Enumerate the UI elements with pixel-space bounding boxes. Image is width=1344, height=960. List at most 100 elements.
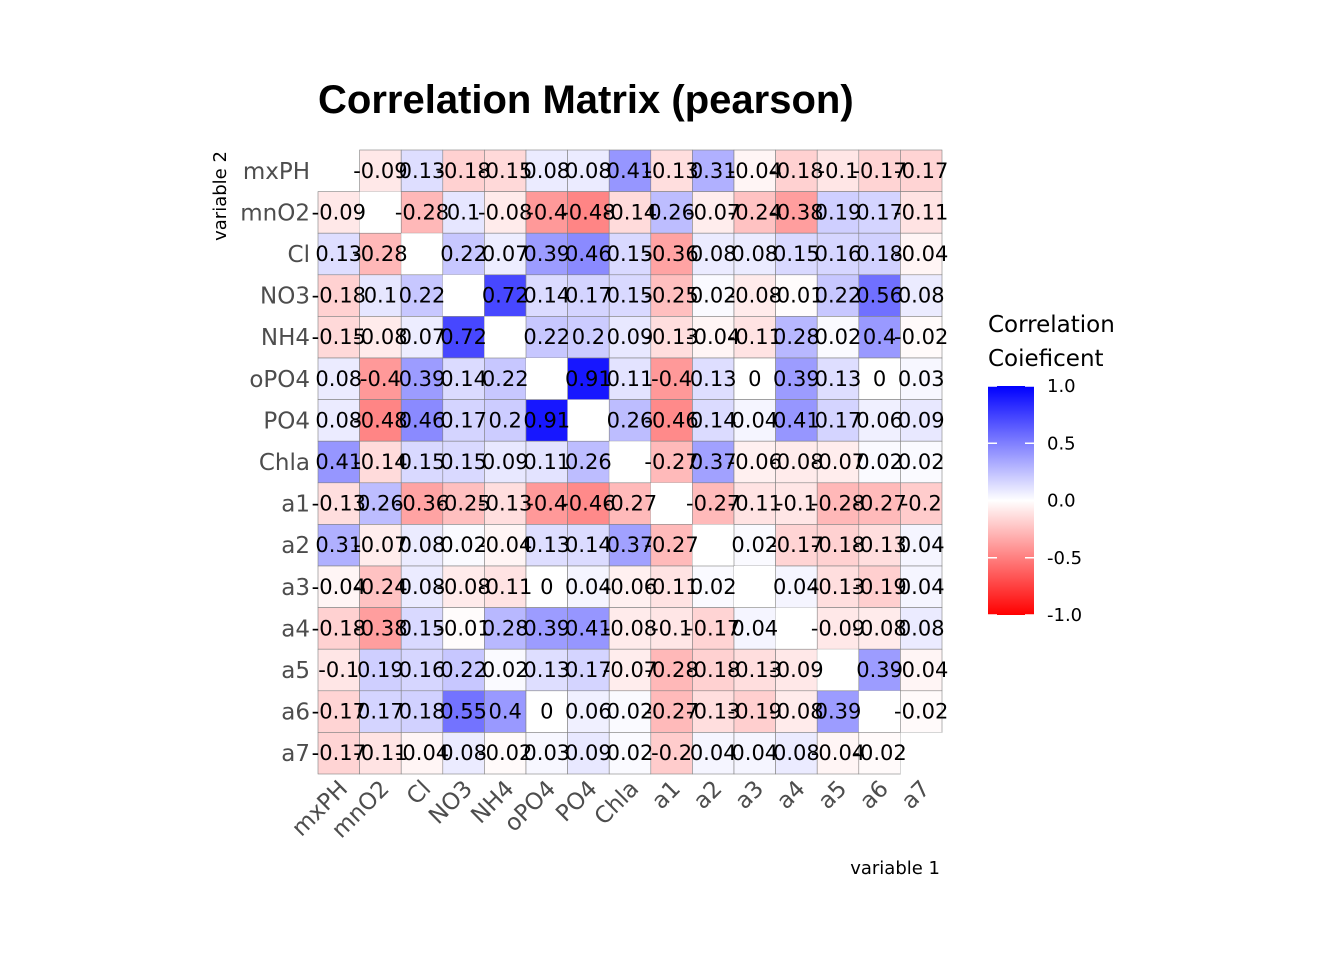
- cell-value-label: -0.08: [769, 450, 823, 474]
- heatmap-cell-mxPH-a7: [900, 149, 943, 192]
- cell-value-label: -0.1: [318, 658, 359, 682]
- heatmap-cell-a3-a4: [775, 565, 818, 608]
- cell-value-label: -0.27: [644, 533, 698, 557]
- cell-value-label: -0.14: [603, 200, 657, 224]
- y-axis-title: variable 2: [210, 151, 231, 241]
- heatmap-cell-a6-Cl: [400, 690, 444, 733]
- heatmap-cell-a2-a2: [692, 524, 734, 566]
- heatmap-cell-a3-a7: [900, 565, 943, 608]
- cell-value-label: -0.11: [478, 575, 532, 599]
- cell-value-label: -0.27: [644, 450, 698, 474]
- cell-value-label: 0.16: [399, 658, 446, 682]
- heatmap-cell-NH4-a3: [733, 316, 776, 359]
- heatmap-cell-a1-a1: [650, 482, 693, 525]
- legend-ticks: 1.0 0.5 0.0 -0.5 -1.0: [988, 376, 1082, 626]
- heatmap-cell-oPO4-mnO2: [359, 357, 402, 400]
- cell-value-label: -0.07: [353, 533, 407, 557]
- color-legend: Correlation Coieficent 1.0 0.5 0.0 -0.5 -1.0: [988, 312, 1115, 626]
- heatmap-cell-NO3-NO3: [442, 274, 485, 317]
- cell-value-label: 0.18: [856, 242, 903, 266]
- cell-value-label: 0.15: [399, 450, 446, 474]
- cell-value-label: -0.04: [312, 575, 366, 599]
- cell-value-label: 0.08: [773, 741, 820, 765]
- heatmap-cell-a4-mxPH: [317, 607, 360, 650]
- heatmap-cell-Chla-mxPH: [317, 440, 360, 484]
- heatmap-cell-PO4-mxPH: [317, 399, 360, 442]
- heatmap-cell-mxPH-a1: [650, 149, 693, 192]
- heatmap-cell-a3-a5: [816, 565, 860, 608]
- y-tick-label-a5: a5: [281, 658, 310, 684]
- cell-value-label: 0.41: [565, 616, 612, 640]
- heatmap-cell-a5-a3: [733, 648, 776, 692]
- cell-value-label: -0.18: [436, 159, 490, 183]
- cell-value-label: 0.04: [731, 616, 778, 640]
- heatmap-cell-mnO2-a6: [858, 191, 901, 234]
- heatmap-cell-a3-mxPH: [317, 565, 360, 608]
- cell-value-label: 0.28: [773, 325, 820, 349]
- cell-value-label: 0: [540, 575, 553, 599]
- cell-value-label: -0.01: [769, 284, 823, 308]
- cell-value-label: 0.08: [315, 367, 362, 391]
- heatmap-cell-a7-mnO2: [359, 732, 402, 775]
- heatmap-cell-a5-mnO2: [359, 648, 402, 692]
- cell-value-label: 0: [873, 367, 886, 391]
- heatmap-cell-mnO2-NO3: [442, 191, 485, 234]
- cell-value-label: -0.19: [852, 575, 906, 599]
- heatmap-cell-oPO4-a3: [733, 357, 776, 400]
- heatmap-cell-a7-Cl: [400, 732, 444, 775]
- x-tick-label-Chla: Chla: [590, 776, 645, 831]
- heatmap-cell-Chla-a6: [858, 440, 901, 484]
- cell-value-label: 0.04: [898, 575, 945, 599]
- cell-value-label: -0.27: [852, 492, 906, 516]
- heatmap-cell-a7-oPO4: [525, 732, 568, 775]
- cell-value-label: 0.56: [856, 284, 903, 308]
- heatmap-cell-NO3-NH4: [484, 274, 527, 317]
- heatmap-cell-NH4-NH4: [484, 316, 526, 358]
- heatmap-cell-Cl-NO3: [442, 232, 485, 276]
- heatmap-cell-a6-a5: [816, 690, 860, 733]
- heatmap-cell-a3-a6: [858, 565, 901, 608]
- cell-value-label: 0.91: [523, 408, 570, 432]
- cell-value-label: -0.17: [686, 616, 740, 640]
- heatmap-cell-a1-a3: [733, 482, 776, 525]
- cell-value-label: 0: [540, 700, 553, 724]
- heatmap-cell-oPO4-PO4: [567, 357, 610, 400]
- cell-value-label: -0.2: [901, 492, 942, 516]
- cell-value-label: 0.08: [898, 616, 945, 640]
- heatmap-cell-a5-mxPH: [317, 648, 360, 692]
- heatmap-cell-mnO2-a2: [692, 191, 735, 234]
- cell-value-label: 0.72: [440, 325, 487, 349]
- cell-value-label: 0.08: [440, 741, 487, 765]
- cell-value-label: 0.16: [815, 242, 862, 266]
- heatmap-cell-a4-a4: [775, 607, 818, 650]
- heatmap-cell-a5-Cl: [400, 648, 444, 692]
- heatmap-cell-NH4-mxPH: [317, 316, 360, 359]
- cell-value-label: 0.11: [607, 367, 654, 391]
- heatmap-cell-Cl-PO4: [567, 232, 610, 276]
- heatmap-cell-a1-oPO4: [525, 482, 568, 525]
- cell-value-label: -0.13: [644, 159, 698, 183]
- heatmap-cell-Chla-PO4: [567, 440, 610, 484]
- cell-value-label: -0.04: [894, 242, 948, 266]
- cell-value-label: 0.2: [572, 325, 605, 349]
- heatmap-cell-a1-Cl: [400, 482, 444, 525]
- heatmap-cell-a1-a5: [816, 482, 860, 525]
- cell-value-label: -0.18: [312, 284, 366, 308]
- cell-value-label: -0.08: [728, 284, 782, 308]
- cell-value-label: -0.24: [353, 575, 407, 599]
- cell-value-label: 0.13: [690, 367, 737, 391]
- cell-value-label: 0.03: [898, 367, 945, 391]
- heatmap-cell-NO3-Cl: [400, 274, 444, 317]
- cell-value-label: -0.48: [561, 200, 615, 224]
- cell-value-label: 0.31: [690, 159, 737, 183]
- heatmap-cell-a6-a3: [733, 690, 776, 733]
- heatmap-cell-a3-oPO4: [525, 565, 568, 608]
- heatmap-cell-oPO4-a1: [650, 357, 693, 400]
- cell-value-label: 0.07: [399, 325, 446, 349]
- legend-tick-label: 0.0: [1047, 491, 1076, 512]
- legend-title-line-1: Correlation: [988, 312, 1115, 338]
- cell-value-label: 0.18: [399, 700, 446, 724]
- heatmap-cell-NH4-oPO4: [525, 316, 568, 359]
- cell-value-label: 0.08: [523, 159, 570, 183]
- heatmap-cell-a3-a1: [650, 565, 693, 608]
